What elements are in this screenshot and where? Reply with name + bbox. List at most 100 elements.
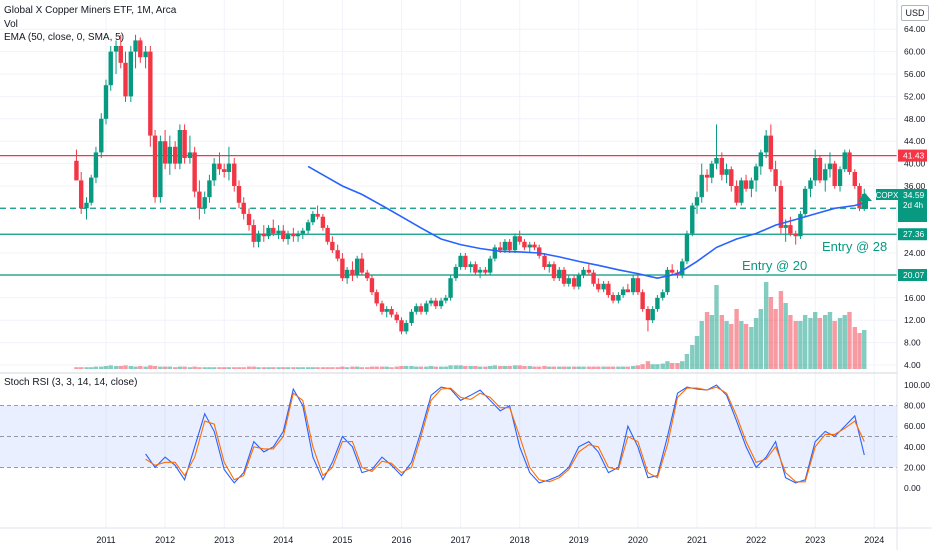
- candle-body[interactable]: [300, 230, 306, 234]
- candle-body[interactable]: [537, 247, 542, 256]
- candle-body[interactable]: [222, 169, 227, 172]
- candle-body[interactable]: [827, 163, 833, 170]
- candle-body[interactable]: [793, 233, 798, 237]
- candle-body[interactable]: [256, 233, 261, 242]
- candle-body[interactable]: [650, 309, 655, 321]
- candle-body[interactable]: [305, 222, 311, 231]
- candle-body[interactable]: [817, 158, 823, 181]
- candle-body[interactable]: [138, 40, 143, 58]
- candle-body[interactable]: [143, 51, 148, 58]
- candle-body[interactable]: [232, 163, 237, 186]
- candle-body[interactable]: [778, 186, 784, 228]
- candle-body[interactable]: [424, 303, 429, 312]
- candle-body[interactable]: [99, 118, 104, 153]
- candle-body[interactable]: [365, 272, 370, 279]
- candle-body[interactable]: [669, 269, 675, 273]
- candle-body[interactable]: [507, 241, 512, 251]
- candle-body[interactable]: [202, 197, 207, 209]
- candle-body[interactable]: [453, 267, 459, 279]
- candle-body[interactable]: [660, 292, 665, 298]
- candle-body[interactable]: [320, 216, 326, 228]
- candle-body[interactable]: [414, 306, 419, 312]
- candle-body[interactable]: [108, 51, 113, 86]
- candle-body[interactable]: [581, 269, 586, 276]
- candle-body[interactable]: [167, 146, 173, 164]
- candle-body[interactable]: [379, 303, 385, 312]
- candle-body[interactable]: [389, 309, 394, 315]
- candle-body[interactable]: [620, 289, 626, 295]
- candle-body[interactable]: [522, 241, 527, 248]
- candle-body[interactable]: [335, 250, 340, 259]
- candle-body[interactable]: [768, 135, 774, 170]
- candle-body[interactable]: [78, 180, 84, 209]
- candle-body[interactable]: [749, 180, 754, 189]
- candle-body[interactable]: [709, 163, 714, 178]
- candle-body[interactable]: [492, 247, 498, 259]
- candles[interactable]: [74, 34, 867, 335]
- candle-body[interactable]: [561, 269, 567, 284]
- candle-body[interactable]: [325, 227, 330, 242]
- candle-body[interactable]: [655, 297, 660, 309]
- candle-body[interactable]: [502, 241, 508, 251]
- price-axis[interactable]: 64.00 60.00 56.00 52.00 48.00 44.00 40.00 36.00…: [904, 24, 926, 370]
- candle-body[interactable]: [551, 264, 557, 279]
- candle-body[interactable]: [497, 247, 503, 251]
- candle-body[interactable]: [384, 309, 389, 312]
- candle-body[interactable]: [374, 292, 379, 304]
- candle-body[interactable]: [606, 283, 611, 295]
- candle-body[interactable]: [330, 241, 335, 251]
- candle-body[interactable]: [734, 186, 739, 203]
- candle-body[interactable]: [399, 320, 404, 332]
- candle-body[interactable]: [310, 213, 316, 223]
- candle-body[interactable]: [610, 295, 616, 301]
- candle-body[interactable]: [596, 283, 601, 290]
- candle-body[interactable]: [340, 258, 345, 279]
- candle-body[interactable]: [103, 85, 109, 119]
- candle-body[interactable]: [857, 186, 862, 209]
- candle-body[interactable]: [89, 177, 94, 203]
- candle-body[interactable]: [433, 300, 438, 307]
- candle-body[interactable]: [315, 213, 320, 217]
- candle-body[interactable]: [344, 269, 350, 279]
- candle-body[interactable]: [182, 130, 187, 158]
- candle-body[interactable]: [236, 186, 242, 203]
- candle-body[interactable]: [369, 278, 375, 293]
- candle-body[interactable]: [714, 158, 719, 164]
- candle-body[interactable]: [246, 213, 252, 226]
- candle-body[interactable]: [281, 230, 286, 240]
- candle-body[interactable]: [291, 233, 296, 237]
- candle-body[interactable]: [591, 272, 596, 284]
- candle-body[interactable]: [276, 230, 281, 234]
- candle-body[interactable]: [359, 258, 365, 273]
- candle-body[interactable]: [690, 205, 695, 234]
- candle-body[interactable]: [133, 40, 138, 52]
- candle-body[interactable]: [852, 172, 857, 186]
- candle-body[interactable]: [601, 283, 606, 290]
- candle-body[interactable]: [251, 225, 256, 242]
- candle-body[interactable]: [438, 300, 444, 307]
- candle-body[interactable]: [84, 202, 89, 209]
- candle-body[interactable]: [547, 264, 552, 267]
- candle-body[interactable]: [207, 180, 212, 198]
- candle-body[interactable]: [443, 297, 449, 301]
- candle-body[interactable]: [557, 269, 562, 279]
- candle-body[interactable]: [217, 163, 222, 170]
- candle-body[interactable]: [773, 169, 778, 186]
- candle-body[interactable]: [148, 51, 153, 136]
- candle-body[interactable]: [394, 314, 399, 321]
- candle-body[interactable]: [724, 169, 729, 175]
- candle-body[interactable]: [571, 278, 577, 287]
- candle-body[interactable]: [517, 236, 522, 242]
- candle-body[interactable]: [813, 158, 818, 181]
- candle-body[interactable]: [532, 244, 537, 248]
- candle-body[interactable]: [458, 255, 463, 267]
- candle-body[interactable]: [542, 255, 547, 267]
- candle-body[interactable]: [699, 174, 704, 198]
- candle-body[interactable]: [847, 152, 852, 172]
- candle-body[interactable]: [616, 295, 621, 301]
- candle-body[interactable]: [192, 152, 197, 192]
- candle-body[interactable]: [261, 233, 266, 237]
- candle-body[interactable]: [118, 46, 123, 63]
- candle-body[interactable]: [266, 227, 271, 237]
